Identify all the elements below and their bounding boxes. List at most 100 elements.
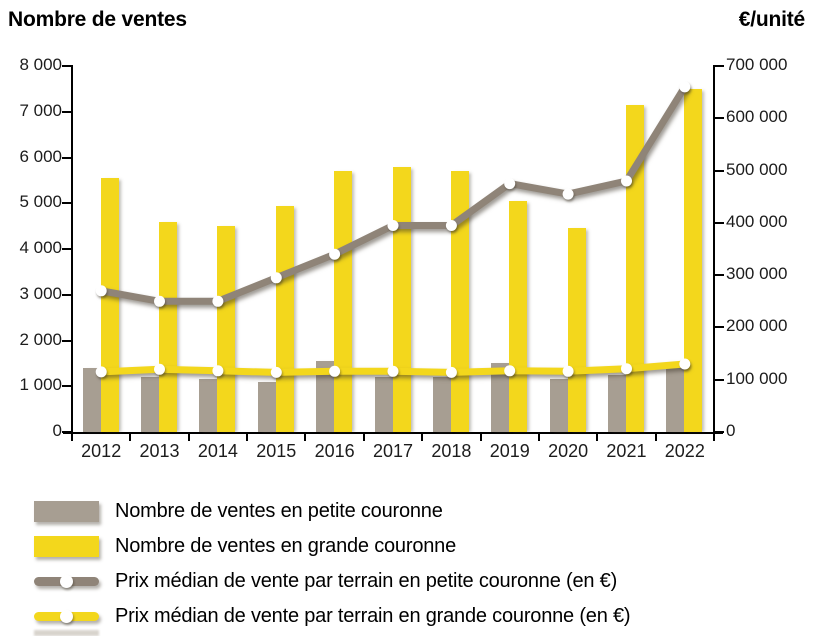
data-point-dot — [95, 285, 107, 297]
legend-item-ventes-grande-couronne: Nombre de ventes en grande couronne — [34, 529, 794, 564]
right-tickmark — [715, 221, 724, 224]
bar-petite-couronne-2012 — [82, 367, 101, 432]
year-label: 2018 — [431, 441, 472, 461]
bar-petite-couronne-2013 — [141, 377, 160, 432]
year-label: 2019 — [489, 441, 530, 461]
data-point-dot — [95, 366, 107, 378]
legend-label: Prix médian de vente par terrain en peti… — [115, 570, 618, 592]
year-label: 2016 — [314, 441, 355, 461]
data-point-dot — [445, 366, 457, 378]
left-tick-label: 0 — [52, 421, 62, 440]
right-tick-label: 500 000 — [726, 159, 788, 179]
x-tickmark — [304, 432, 307, 441]
data-point-dot — [445, 220, 457, 231]
year-label: 2014 — [197, 441, 238, 461]
right-axis-title: €/unité — [738, 8, 805, 31]
data-point-dot — [562, 365, 574, 377]
left-tickmark — [62, 110, 71, 113]
legend-label: Nombre de ventes en grande couronne — [115, 535, 457, 557]
year-label: 2012 — [81, 441, 122, 461]
x-tickmark — [362, 432, 365, 441]
data-point-dot — [679, 358, 691, 370]
yellow-bar-swatch-icon — [34, 536, 99, 557]
year-label: 2022 — [664, 441, 705, 461]
data-point-dot — [329, 365, 341, 377]
x-tickmark — [479, 432, 482, 441]
bar-petite-couronne-2021 — [607, 374, 626, 432]
bar-petite-couronne-2015 — [257, 381, 276, 432]
bar-petite-couronne-2014 — [199, 379, 218, 432]
legend-item-prix-grande-couronne: Prix médian de vente par terrain en gran… — [34, 599, 794, 634]
data-point-dot — [621, 175, 632, 187]
data-point-dot — [212, 365, 224, 377]
left-tickmark — [62, 202, 71, 205]
right-tickmark — [715, 274, 724, 277]
left-tickmark — [62, 65, 71, 67]
data-point-dot — [621, 363, 632, 375]
left-tick-label: 4 000 — [19, 238, 62, 257]
left-tick-label: 2 000 — [19, 329, 62, 349]
legend-item-ventes-petite-couronne: Nombre de ventes en petite couronne — [34, 494, 794, 529]
data-point-dot — [212, 295, 224, 307]
bar-grande-couronne-2021 — [625, 104, 644, 432]
plot-area — [72, 66, 714, 432]
right-tick-label: 0 — [726, 421, 736, 440]
partial-swatch — [34, 630, 99, 636]
left-tick-label: 3 000 — [19, 283, 62, 303]
bar-petite-couronne-2020 — [549, 379, 568, 432]
legend-label: Prix médian de vente par terrain en gran… — [115, 605, 631, 627]
gray-bar-swatch-icon — [34, 501, 99, 522]
bar-grande-couronne-2017 — [392, 166, 411, 432]
data-point-dot — [154, 363, 165, 375]
x-tickmark — [421, 432, 424, 441]
left-tickmark — [62, 248, 71, 250]
right-tick-label: 600 000 — [726, 107, 788, 127]
left-tickmark — [62, 431, 71, 433]
legend-item-prix-petite-couronne: Prix médian de vente par terrain en peti… — [34, 564, 794, 599]
right-tickmark — [715, 378, 724, 381]
left-tick-label: 8 000 — [19, 55, 62, 74]
legend: Nombre de ventes en petite couronne Nomb… — [34, 494, 794, 634]
bar-grande-couronne-2016 — [334, 171, 353, 432]
left-axis-title: Nombre de ventes — [8, 8, 187, 31]
bar-grande-couronne-2022 — [684, 88, 703, 432]
right-tickmark — [715, 117, 724, 120]
right-tickmark — [715, 169, 724, 172]
gray-line-swatch-icon — [34, 575, 99, 588]
data-point-dot — [387, 365, 399, 377]
bar-petite-couronne-2018 — [432, 377, 451, 432]
bar-grande-couronne-2018 — [450, 171, 469, 432]
left-tick-label: 6 000 — [19, 146, 62, 166]
x-tickmark — [71, 432, 73, 441]
white-dot-icon — [60, 610, 73, 623]
bar-grande-couronne-2020 — [567, 228, 586, 432]
year-label: 2020 — [548, 441, 589, 461]
x-tickmark — [596, 432, 599, 441]
x-axis-line — [63, 432, 723, 434]
right-tickmark — [715, 326, 724, 329]
left-tickmark — [62, 339, 71, 342]
right-tick-label: 700 000 — [726, 55, 788, 74]
bar-grande-couronne-2014 — [217, 226, 236, 432]
bar-petite-couronne-2019 — [491, 363, 510, 432]
right-axis-line — [713, 65, 715, 434]
bar-grande-couronne-2013 — [159, 221, 178, 432]
year-label: 2015 — [256, 441, 297, 461]
white-dot-icon — [60, 575, 73, 588]
right-tickmark — [715, 431, 724, 433]
bar-petite-couronne-2022 — [666, 367, 685, 432]
left-tick-label: 1 000 — [19, 375, 62, 395]
bar-petite-couronne-2016 — [316, 361, 335, 432]
line-prix-petite-couronne — [97, 83, 689, 305]
x-tickmark — [187, 432, 190, 441]
left-tick-label: 7 000 — [19, 100, 62, 120]
x-tickmark — [129, 432, 132, 441]
x-tickmark — [246, 432, 249, 441]
left-tick-label: 5 000 — [19, 192, 62, 212]
legend-label: Nombre de ventes en petite couronne — [115, 500, 443, 522]
right-tick-label: 300 000 — [726, 264, 788, 284]
data-point-dot — [154, 295, 165, 307]
x-tickmark — [537, 432, 540, 441]
data-point-dot — [679, 81, 691, 93]
